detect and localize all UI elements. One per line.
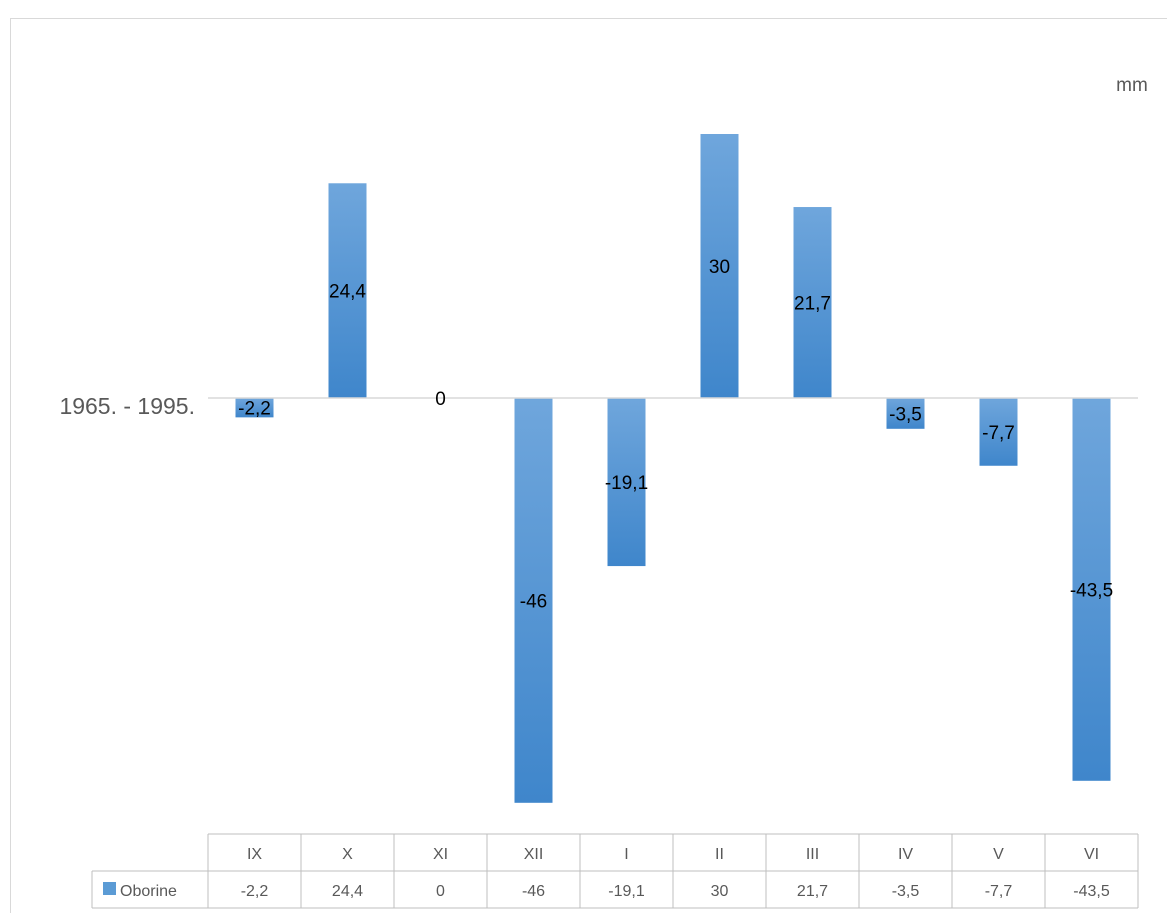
data-labels-layer: -2,2 24,4 0 -46 -19,1 30 21,7 -3,5 -7,7 -43,5 bbox=[238, 257, 1113, 612]
bar-i bbox=[607, 398, 646, 567]
table-value: 30 bbox=[711, 883, 729, 900]
data-label-ix: -2,2 bbox=[238, 399, 271, 420]
bar-xii bbox=[514, 398, 553, 803]
data-label-ii: 30 bbox=[709, 257, 730, 278]
data-label-xii: -46 bbox=[520, 591, 547, 612]
table-value: -19,1 bbox=[608, 883, 645, 900]
table-value: 24,4 bbox=[332, 883, 363, 900]
legend-key bbox=[103, 882, 116, 895]
category-tick-label: II bbox=[715, 846, 724, 863]
table-value: -46 bbox=[522, 883, 545, 900]
category-tick-label: IV bbox=[898, 846, 913, 863]
bar-vi bbox=[1072, 398, 1111, 781]
data-label-v: -7,7 bbox=[982, 423, 1015, 444]
data-label-x: 24,4 bbox=[329, 282, 366, 303]
bars-layer bbox=[235, 134, 1111, 803]
chart-frame bbox=[10, 18, 1167, 913]
table-value: 21,7 bbox=[797, 883, 828, 900]
category-tick-label: VI bbox=[1084, 846, 1099, 863]
bar-ii bbox=[700, 134, 739, 398]
data-label-i: -19,1 bbox=[605, 473, 648, 494]
bar-x bbox=[328, 183, 367, 398]
legend-series-name: Oborine bbox=[120, 883, 177, 900]
table-value: -7,7 bbox=[985, 883, 1013, 900]
bar-v bbox=[979, 398, 1018, 466]
data-label-vi: -43,5 bbox=[1070, 580, 1113, 601]
unit-label: mm bbox=[1116, 75, 1148, 96]
category-tick-label: X bbox=[342, 846, 353, 863]
table-value: -2,2 bbox=[241, 883, 269, 900]
category-tick-label: XII bbox=[524, 846, 544, 863]
category-tick-label: I bbox=[624, 846, 628, 863]
table-value: 0 bbox=[436, 883, 445, 900]
bar-iv bbox=[886, 398, 925, 429]
category-tick-label: III bbox=[806, 846, 819, 863]
data-label-iv: -3,5 bbox=[889, 404, 922, 425]
data-label-xi: 0 bbox=[435, 389, 446, 410]
category-axis-label: 1965. - 1995. bbox=[59, 393, 195, 419]
table-value: -3,5 bbox=[892, 883, 920, 900]
category-tick-label: XI bbox=[433, 846, 448, 863]
data-label-iii: 21,7 bbox=[794, 294, 831, 315]
bar-iii bbox=[793, 207, 832, 398]
bar-ix bbox=[235, 398, 274, 418]
table-value: -43,5 bbox=[1073, 883, 1110, 900]
data-table: IX -2,2 X 24,4 XI 0 XII -46 I -19,1 II 30 III 21,7 IV -… bbox=[91, 833, 1139, 909]
category-tick-label: V bbox=[993, 846, 1004, 863]
category-tick-label: IX bbox=[247, 846, 262, 863]
